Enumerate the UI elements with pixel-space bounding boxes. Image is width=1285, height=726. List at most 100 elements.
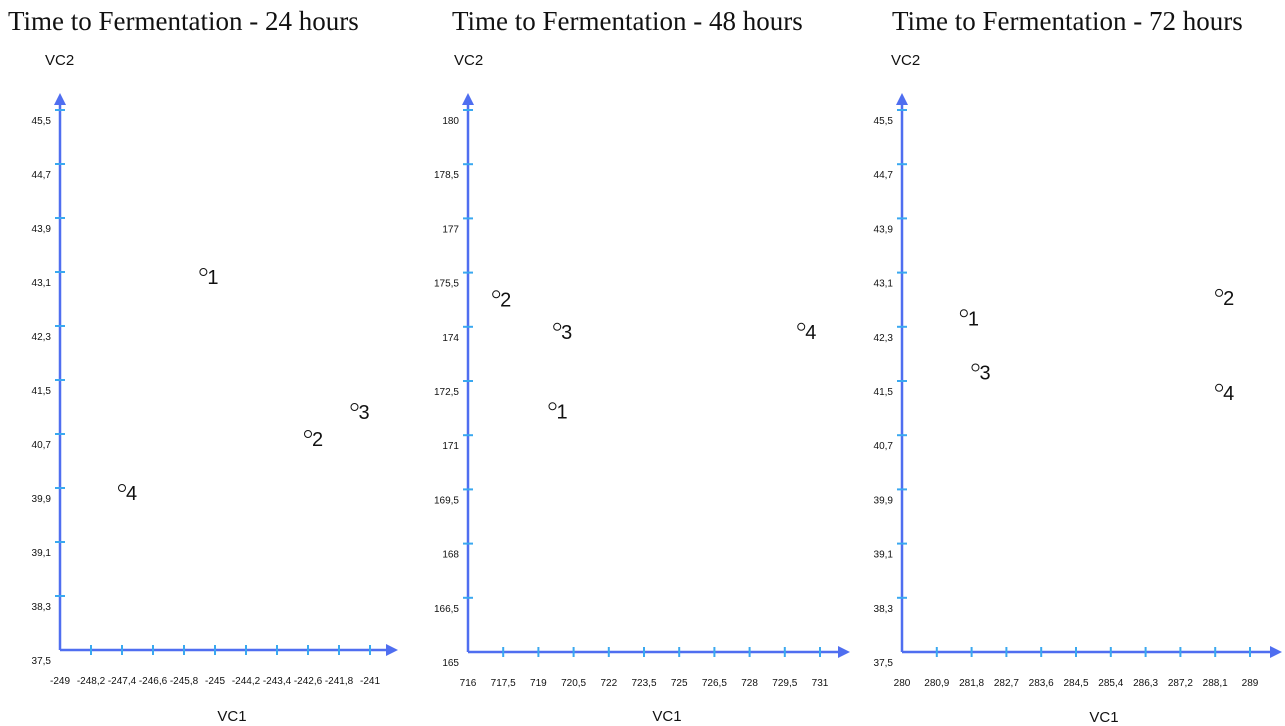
x-tick-label: 280 bbox=[894, 678, 911, 689]
x-tick-label: 280,9 bbox=[924, 678, 949, 689]
data-point bbox=[959, 309, 968, 318]
data-point bbox=[971, 363, 980, 372]
data-point-label: 4 bbox=[1223, 383, 1234, 405]
y-tick-label: 166,5 bbox=[434, 604, 459, 615]
x-axis-label: VC1 bbox=[652, 708, 681, 725]
x-tick-label: 288,1 bbox=[1203, 678, 1228, 689]
x-tick-label: -245,8 bbox=[170, 676, 199, 687]
x-tick-label: 725 bbox=[671, 678, 688, 689]
x-tick-label: -243,4 bbox=[263, 676, 292, 687]
y-tick-label: 168 bbox=[442, 550, 459, 561]
y-tick-label: 177 bbox=[442, 224, 459, 235]
data-point-label: 4 bbox=[805, 322, 816, 344]
data-point-label: 2 bbox=[312, 429, 323, 451]
chart-48-hours: Time to Fermentation - 48 hours VC2 VC1 … bbox=[434, 6, 850, 725]
x-tick-label: 717,5 bbox=[491, 678, 516, 689]
y-tick-label: 39,9 bbox=[874, 495, 894, 506]
data-point bbox=[548, 402, 557, 411]
x-tick-label: -241 bbox=[360, 676, 380, 687]
data-point bbox=[118, 484, 126, 492]
data-point bbox=[350, 403, 359, 411]
y-tick-label: 165 bbox=[442, 658, 459, 669]
y-tick-label: 44,7 bbox=[32, 170, 52, 181]
y-axis-label: VC2 bbox=[454, 52, 483, 69]
y-tick-label: 172,5 bbox=[434, 387, 459, 398]
y-axis-label: VC2 bbox=[891, 52, 920, 69]
data-point-label: 2 bbox=[1223, 288, 1234, 310]
y-tick-label: 175,5 bbox=[434, 279, 459, 290]
x-axis-arrow bbox=[838, 646, 850, 658]
data-point-label: 4 bbox=[126, 483, 137, 505]
data-point bbox=[1215, 383, 1224, 392]
x-tick-label: -248,2 bbox=[77, 676, 106, 687]
data-point-label: 3 bbox=[359, 402, 370, 424]
x-axis-arrow bbox=[386, 644, 398, 656]
x-tick-label: -241,8 bbox=[325, 676, 354, 687]
data-point bbox=[797, 322, 806, 331]
y-tick-label: 38,3 bbox=[874, 604, 894, 615]
data-point-label: 1 bbox=[207, 267, 218, 289]
data-point-label: 2 bbox=[500, 289, 511, 311]
x-tick-label: 731 bbox=[812, 678, 829, 689]
y-tick-label: 45,5 bbox=[32, 116, 52, 127]
y-axis-arrow bbox=[462, 93, 474, 105]
x-axis-label: VC1 bbox=[217, 708, 246, 725]
y-tick-label: 37,5 bbox=[874, 658, 894, 669]
y-tick-label: 41,5 bbox=[32, 386, 52, 397]
y-tick-label: 45,5 bbox=[874, 116, 894, 127]
data-point-label: 3 bbox=[979, 362, 990, 384]
x-tick-label: -245 bbox=[205, 676, 225, 687]
chart-24-hours: Time to Fermentation - 24 hours VC2 VC1 … bbox=[8, 6, 398, 725]
y-tick-label: 174 bbox=[442, 333, 459, 344]
y-tick-label: 43,9 bbox=[874, 224, 894, 235]
y-tick-label: 44,7 bbox=[874, 170, 894, 181]
y-tick-label: 40,7 bbox=[874, 441, 894, 452]
y-tick-label: 37,5 bbox=[32, 656, 52, 667]
y-tick-label: 180 bbox=[442, 116, 459, 127]
x-tick-label: 723,5 bbox=[631, 678, 656, 689]
chart-title: Time to Fermentation - 72 hours bbox=[892, 6, 1243, 36]
y-tick-label: 41,5 bbox=[874, 387, 894, 398]
data-point-label: 3 bbox=[561, 322, 572, 344]
x-tick-label: -246,6 bbox=[139, 676, 168, 687]
y-tick-label: 169,5 bbox=[434, 495, 459, 506]
x-tick-label: 729,5 bbox=[772, 678, 797, 689]
x-tick-label: 289 bbox=[1242, 678, 1259, 689]
chart-title: Time to Fermentation - 24 hours bbox=[8, 6, 359, 36]
y-tick-label: 38,3 bbox=[32, 602, 52, 613]
y-tick-label: 43,9 bbox=[32, 224, 52, 235]
x-tick-label: 719 bbox=[530, 678, 547, 689]
x-axis-label: VC1 bbox=[1089, 709, 1118, 726]
x-tick-label: 722 bbox=[600, 678, 617, 689]
x-tick-label: 284,5 bbox=[1063, 678, 1088, 689]
x-tick-label: -249 bbox=[50, 676, 70, 687]
data-point-label: 1 bbox=[556, 401, 567, 423]
y-axis-label: VC2 bbox=[45, 52, 74, 69]
x-tick-label: 726,5 bbox=[702, 678, 727, 689]
x-tick-label: -242,6 bbox=[294, 676, 323, 687]
y-tick-label: 42,3 bbox=[32, 332, 52, 343]
x-tick-label: 283,6 bbox=[1029, 678, 1054, 689]
y-tick-label: 39,1 bbox=[874, 550, 894, 561]
y-axis-arrow bbox=[896, 93, 908, 105]
x-axis-arrow bbox=[1270, 646, 1282, 658]
y-tick-label: 43,1 bbox=[874, 279, 894, 290]
data-point-label: 1 bbox=[968, 308, 979, 330]
y-tick-label: 40,7 bbox=[32, 440, 52, 451]
chart-72-hours: Time to Fermentation - 72 hours VC2 VC1 … bbox=[874, 6, 1282, 726]
y-tick-label: 43,1 bbox=[32, 278, 52, 289]
data-point bbox=[199, 268, 208, 276]
data-point bbox=[553, 322, 562, 331]
chart-title: Time to Fermentation - 48 hours bbox=[452, 6, 803, 36]
data-point bbox=[492, 290, 501, 299]
data-point bbox=[304, 430, 312, 438]
y-tick-label: 178,5 bbox=[434, 170, 459, 181]
data-point bbox=[1215, 288, 1224, 297]
x-tick-label: -244,2 bbox=[232, 676, 261, 687]
x-tick-label: 720,5 bbox=[561, 678, 586, 689]
y-tick-label: 171 bbox=[442, 441, 459, 452]
y-tick-label: 39,1 bbox=[32, 548, 52, 559]
y-tick-label: 42,3 bbox=[874, 333, 894, 344]
x-tick-label: 716 bbox=[460, 678, 477, 689]
x-tick-label: 281,8 bbox=[959, 678, 984, 689]
